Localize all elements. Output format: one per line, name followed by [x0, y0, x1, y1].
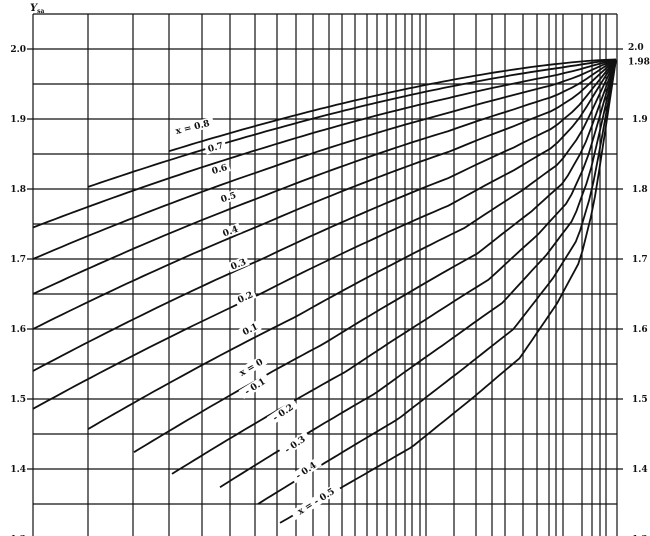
curve-label-text: 0.4 — [222, 225, 240, 240]
curve-label: x = - 0.5 — [290, 482, 342, 520]
right-tick-label: 2.0 — [628, 43, 644, 53]
left-tick-label: 1.9 — [10, 115, 26, 125]
curve-label-text: 0.6 — [211, 163, 229, 177]
left-tick-label: 1.8 — [10, 185, 26, 195]
curve-label-bg — [238, 320, 262, 339]
curve-line — [87, 59, 617, 430]
curve-line — [32, 58, 617, 372]
curve-label-text: x = - 0.5 — [296, 487, 337, 518]
curve-label: 0.5 — [216, 189, 240, 206]
curve-label: 0.7 — [204, 139, 227, 155]
curve-label: - 0.4 — [289, 457, 322, 484]
curve-line — [133, 59, 617, 453]
curve-label: x = 0.8 — [170, 116, 215, 138]
curve-label: 0.2 — [233, 288, 257, 306]
y-axis-title: Ysa — [30, 3, 45, 15]
curve-label-bg — [278, 431, 311, 458]
tick-labels: 2.01.91.81.71.61.51.41.32.01.9851.91.81.… — [10, 43, 650, 536]
curve-label-bg — [204, 139, 227, 155]
grid — [27, 13, 623, 536]
curve-line — [32, 58, 617, 330]
curve-label-bg — [216, 189, 240, 206]
curve-label-bg — [238, 373, 272, 400]
left-tick-label: 1.5 — [10, 395, 26, 405]
left-tick-label: 1.6 — [10, 325, 26, 335]
right-tick-label: 1.985 — [628, 58, 650, 68]
curve-line — [32, 59, 617, 410]
curve-label-text: 0.7 — [207, 141, 225, 155]
curve-label-text: - 0.4 — [294, 461, 318, 482]
curve-label: 0.6 — [208, 161, 231, 177]
left-tick-label: 2.0 — [10, 45, 26, 55]
curve-line — [87, 58, 617, 188]
curve-label-bg — [290, 482, 342, 520]
right-tick-label: 1.6 — [632, 325, 648, 335]
curve-label: - 0.3 — [278, 431, 311, 458]
curve-line — [32, 58, 617, 295]
left-tick-label: 1.7 — [10, 255, 26, 265]
curve-label-bg — [218, 222, 242, 240]
curves — [32, 58, 617, 524]
curve-line — [168, 58, 617, 153]
curve-line — [32, 58, 617, 229]
curve-label-bg — [289, 457, 322, 484]
right-tick-label: 1.9 — [632, 115, 648, 125]
right-tick-label: 1.4 — [632, 465, 648, 475]
curve-line — [171, 59, 617, 475]
curve-label-text: x = 0.8 — [175, 119, 211, 137]
right-tick-label: 1.5 — [632, 395, 648, 405]
curve-label-text: x = 0 — [238, 357, 265, 378]
curve-labels: x = 0.80.70.60.50.40.30.20.1x = 0- 0.1- … — [170, 116, 342, 520]
curve-line — [257, 59, 617, 505]
right-tick-label: 1.7 — [632, 255, 648, 265]
curve-label-bg — [170, 116, 215, 138]
curve-label-bg — [233, 288, 257, 306]
curve-label-bg — [234, 354, 268, 380]
right-tick-label: 1.8 — [632, 185, 648, 195]
left-tick-label: 1.4 — [10, 465, 26, 475]
curve-label-bg — [208, 161, 231, 177]
curve-label-bg — [266, 399, 299, 426]
curve-label-bg — [226, 255, 250, 273]
curve-label-text: 0.5 — [220, 191, 238, 205]
curve-line — [32, 58, 617, 260]
